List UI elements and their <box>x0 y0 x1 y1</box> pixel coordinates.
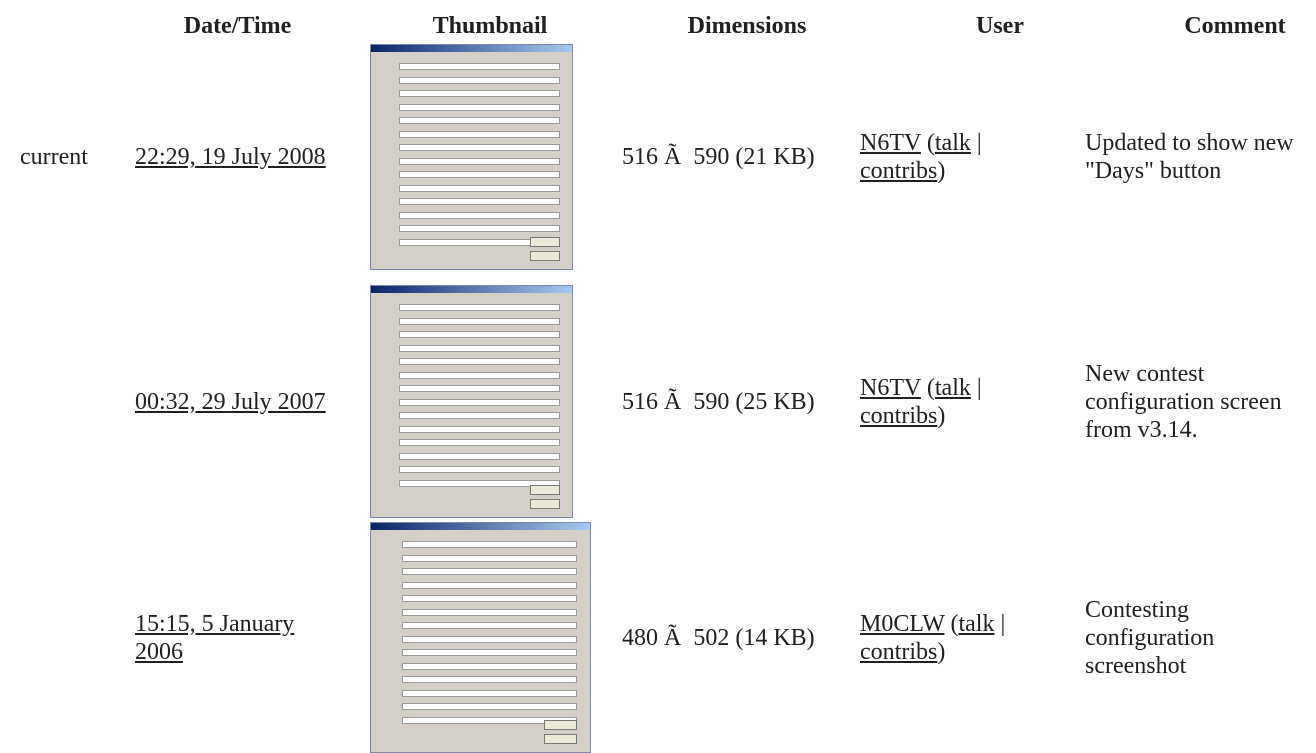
column-header: Thumbnail <box>432 13 548 39</box>
talk-link[interactable]: talk <box>934 130 971 156</box>
user-links: N6TV (talk | contribs) <box>860 129 1030 185</box>
field <box>399 344 560 352</box>
button <box>529 499 560 509</box>
field <box>401 689 577 697</box>
thumbnail[interactable] <box>370 44 573 270</box>
column-header: User <box>976 13 1024 39</box>
field <box>399 425 560 433</box>
column-header: Date/Time <box>183 13 292 39</box>
user-link[interactable]: N6TV <box>860 374 921 401</box>
user-cell: N6TV (talk | contribs) <box>860 285 1030 518</box>
field <box>399 103 560 111</box>
paren: ) <box>937 402 946 429</box>
user-links: M0CLW (talk | contribs) <box>860 610 1030 666</box>
button <box>544 720 577 730</box>
field <box>399 412 560 419</box>
field <box>399 157 560 165</box>
field <box>399 198 560 205</box>
field <box>399 225 560 232</box>
field <box>399 117 560 124</box>
paren: ( <box>950 610 959 637</box>
thumbnail[interactable] <box>370 285 573 518</box>
wrap: 22:29, 19 July 2008 <box>135 143 326 171</box>
datetime-cell: 15:15, 5 January 2006 <box>135 522 335 753</box>
datetime-link[interactable]: 15:15, 5 January 2006 <box>135 610 295 665</box>
field <box>401 554 577 562</box>
contribs-link[interactable]: contribs <box>860 638 938 665</box>
field <box>399 317 560 325</box>
wrap: 15:15, 5 January 2006 <box>135 610 335 666</box>
field <box>399 184 560 192</box>
field <box>401 635 577 643</box>
comment: Updated to show new "Days" button <box>1085 130 1294 184</box>
comment: Contesting configuration screenshot <box>1085 596 1215 679</box>
datetime-cell: 00:32, 29 July 2007 <box>135 285 335 518</box>
separator: | <box>1000 610 1006 637</box>
contribs-link[interactable]: contribs <box>860 402 938 429</box>
field <box>401 541 577 548</box>
field <box>401 703 577 710</box>
field <box>401 622 577 629</box>
field <box>399 130 560 138</box>
column-header: Comment <box>1184 13 1286 39</box>
dimensions: 516 Ã 590 (25 KB) <box>622 388 815 415</box>
field <box>401 581 577 589</box>
separator: | <box>976 374 982 401</box>
field <box>399 331 560 338</box>
talk-link[interactable]: talk <box>958 610 995 637</box>
status: current <box>20 144 88 170</box>
field <box>399 358 560 365</box>
paren: ( <box>926 374 935 401</box>
button <box>544 734 577 744</box>
field <box>399 76 560 84</box>
thumbnail[interactable] <box>370 522 591 753</box>
user-links: N6TV (talk | contribs) <box>860 374 1030 430</box>
talk-link[interactable]: talk <box>934 374 971 401</box>
field <box>401 676 577 683</box>
paren: ) <box>937 638 946 665</box>
field <box>399 171 560 178</box>
comment: New contest configuration screen from v3… <box>1085 360 1282 443</box>
title-bar <box>371 45 572 52</box>
field <box>399 479 560 487</box>
paren: ( <box>926 130 935 156</box>
field <box>399 452 560 460</box>
field <box>399 466 560 473</box>
title-bar <box>371 286 572 293</box>
button <box>529 251 560 261</box>
user-link[interactable]: M0CLW <box>860 610 945 637</box>
column-header: Dimensions <box>687 13 807 39</box>
user-link[interactable]: N6TV <box>860 130 921 156</box>
datetime-link[interactable]: 00:32, 29 July 2007 <box>135 388 326 415</box>
field <box>399 398 560 406</box>
contribs-link[interactable]: contribs <box>860 158 938 184</box>
title-bar <box>371 523 590 530</box>
field <box>399 211 560 219</box>
field <box>401 662 577 670</box>
field <box>401 608 577 616</box>
user-cell: M0CLW (talk | contribs) <box>860 522 1030 753</box>
paren: ) <box>937 158 946 184</box>
datetime-link[interactable]: 22:29, 19 July 2008 <box>135 144 326 170</box>
field <box>399 90 560 97</box>
button <box>529 237 560 247</box>
field <box>399 439 560 446</box>
field <box>401 595 577 602</box>
datetime-cell: 22:29, 19 July 2008 <box>135 44 335 270</box>
separator: | <box>976 130 982 156</box>
field <box>401 568 577 575</box>
wrap: 00:32, 29 July 2007 <box>135 388 326 416</box>
user-cell: N6TV (talk | contribs) <box>860 44 1030 270</box>
button <box>529 485 560 495</box>
field <box>399 371 560 379</box>
dimensions: 480 Ã 502 (14 KB) <box>622 624 815 651</box>
field <box>399 304 560 311</box>
field <box>399 144 560 151</box>
field <box>399 385 560 392</box>
field <box>399 63 560 70</box>
field <box>401 649 577 656</box>
dimensions: 516 Ã 590 (21 KB) <box>622 144 815 170</box>
